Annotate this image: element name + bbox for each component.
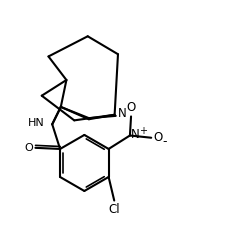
Text: Cl: Cl: [109, 203, 121, 216]
Text: -: -: [162, 135, 166, 148]
Text: N: N: [131, 128, 140, 141]
Text: O: O: [25, 143, 33, 153]
Text: +: +: [139, 126, 147, 135]
Text: O: O: [153, 131, 162, 144]
Text: N: N: [118, 107, 127, 120]
Text: HN: HN: [28, 118, 44, 128]
Text: O: O: [126, 101, 136, 114]
